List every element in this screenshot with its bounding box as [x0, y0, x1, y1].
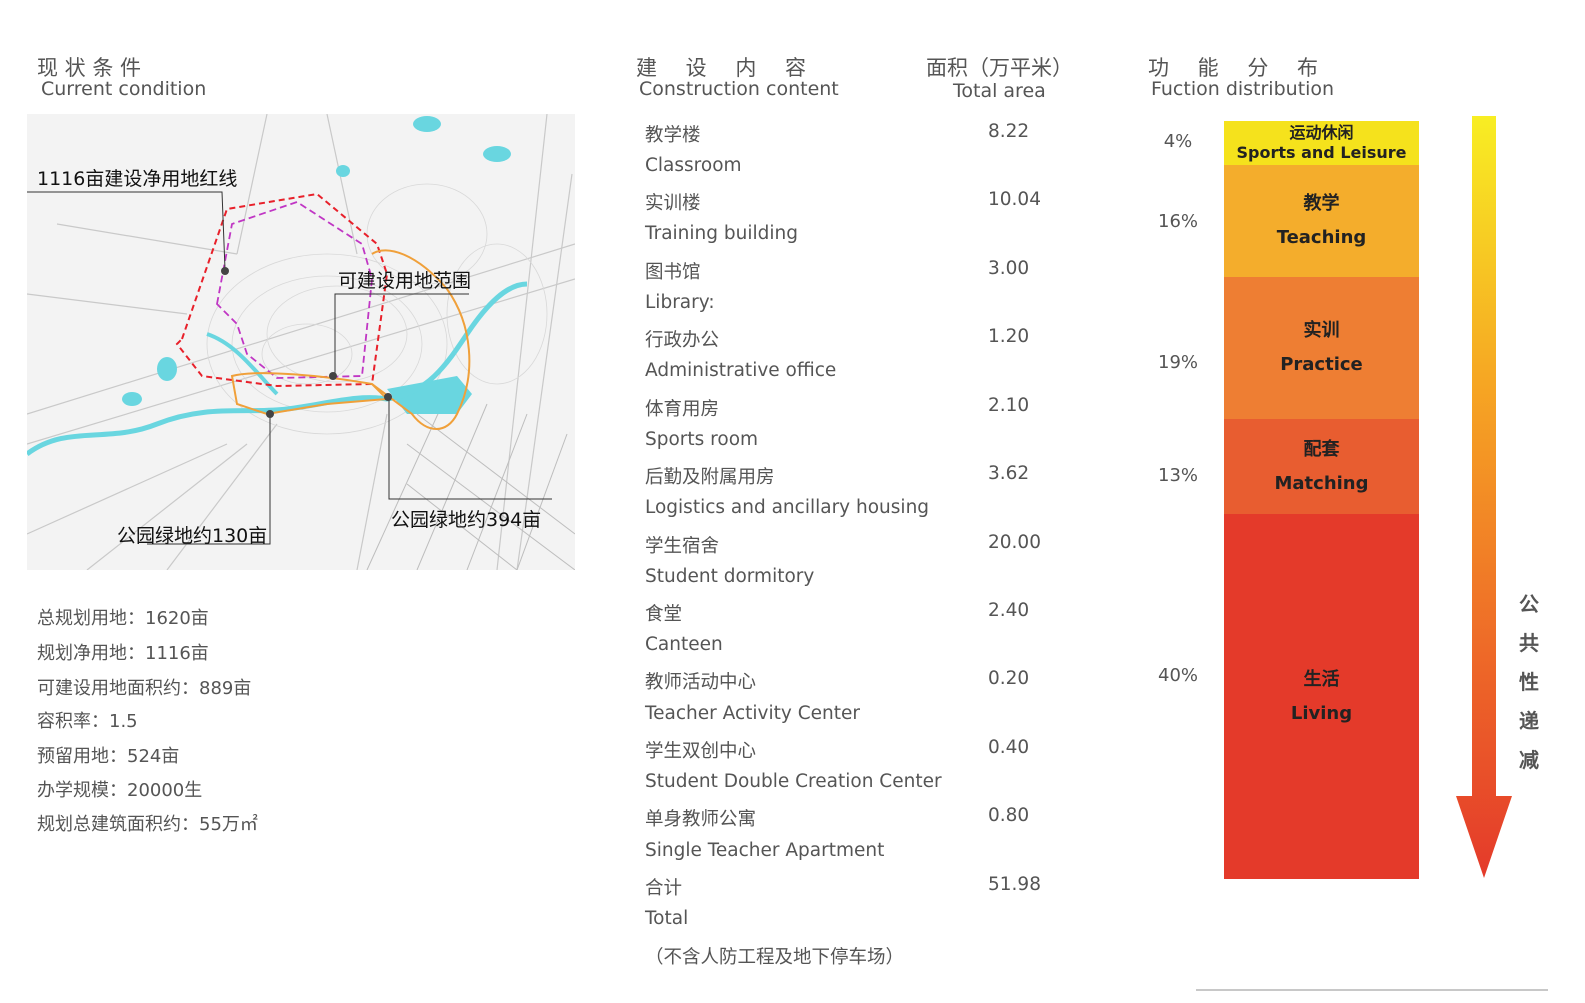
row-value: 8.22	[988, 121, 1030, 142]
row-cn: 教学楼	[645, 125, 701, 146]
row-cn: 图书馆	[645, 262, 701, 283]
arrow-label-char: 减	[1519, 748, 1539, 772]
current-title-cn: 现 状 条 件	[37, 56, 142, 80]
pct-practice: 19%	[1158, 352, 1199, 373]
row-en: Logistics and ancillary housing	[645, 497, 930, 518]
arrow-label: 公 共 性 递 减	[1518, 585, 1540, 780]
segment-en: Teaching	[1276, 227, 1367, 248]
pct-matching: 13%	[1158, 465, 1199, 486]
row-cn: 体育用房	[645, 399, 720, 420]
row-value: 0.20	[988, 668, 1030, 689]
arrow-label-char: 公	[1519, 592, 1539, 616]
row-en: Canteen	[645, 634, 723, 655]
area-title-cn: 面积（万平米）	[926, 56, 1073, 80]
function-title-en: Fuction distribution	[1151, 78, 1335, 100]
row-cn: 食堂	[645, 604, 683, 625]
row-value: 2.40	[988, 600, 1030, 621]
row-cn-total: 合计	[645, 878, 683, 899]
segment-en: Practice	[1280, 354, 1363, 375]
segment-cn: 生活	[1303, 668, 1340, 690]
function-title-cn: 功 能 分 布	[1148, 56, 1319, 80]
map-label-park-394: 公园绿地约394亩	[391, 509, 542, 531]
row-cn: 后勤及附属用房	[645, 467, 775, 488]
area-title-en: Total area	[953, 80, 1046, 102]
segment-cn: 配套	[1303, 438, 1340, 460]
arrow-label-char: 共	[1519, 631, 1539, 655]
bottom-divider	[1196, 989, 1548, 991]
stat-plot-ratio: 容积率：1.5	[37, 711, 138, 732]
construction-note: （不含人防工程及地下停车场）	[645, 947, 905, 968]
current-title-en: Current condition	[41, 78, 207, 100]
row-cn: 单身教师公寓	[645, 809, 757, 830]
down-arrow-icon	[1456, 116, 1512, 878]
row-value: 20.00	[988, 532, 1041, 553]
row-cn: 学生宿舍	[645, 536, 720, 557]
row-en: Training building	[645, 223, 798, 244]
pct-teaching: 16%	[1158, 211, 1199, 232]
site-plan-drawing	[27, 114, 575, 570]
row-value: 0.80	[988, 805, 1030, 826]
stat-total-floor-area: 规划总建筑面积约：55万㎡	[37, 814, 258, 835]
row-value: 1.20	[988, 326, 1030, 347]
stat-reserved-land: 预留用地：524亩	[37, 746, 180, 767]
row-cn: 实训楼	[645, 193, 701, 214]
row-value-total: 51.98	[988, 874, 1041, 895]
segment-living: 生活 Living	[1224, 514, 1419, 879]
row-en: Administrative office	[645, 360, 837, 381]
arrow-label-char: 递	[1519, 709, 1539, 733]
stat-buildable-area: 可建设用地面积约：889亩	[37, 678, 252, 699]
segment-teaching: 教学 Teaching	[1224, 165, 1419, 277]
segment-cn: 实训	[1303, 320, 1340, 341]
map-label-park-130: 公园绿地约130亩	[117, 525, 268, 547]
construction-title-cn: 建 设 内 容	[636, 56, 807, 80]
row-en-total: Total	[645, 908, 689, 929]
stat-net-land: 规划净用地：1116亩	[37, 643, 209, 664]
segment-en: Sports and Leisure	[1236, 143, 1407, 162]
segment-en: Living	[1290, 702, 1353, 724]
construction-title-en: Construction content	[639, 78, 839, 100]
segment-practice: 实训 Practice	[1224, 277, 1419, 419]
row-cn: 行政办公	[645, 330, 720, 351]
row-en: Student dormitory	[645, 566, 815, 587]
segment-cn: 运动休闲	[1289, 123, 1354, 142]
row-value: 2.10	[988, 395, 1030, 416]
segment-sports-leisure: 运动休闲 Sports and Leisure	[1224, 121, 1419, 165]
row-en: Classroom	[645, 155, 742, 176]
row-en: Library:	[645, 292, 715, 313]
segment-en: Matching	[1274, 472, 1369, 494]
arrow-label-char: 性	[1519, 670, 1539, 694]
row-value: 3.62	[988, 463, 1030, 484]
row-cn: 教师活动中心	[645, 672, 757, 693]
pct-living: 40%	[1158, 665, 1199, 686]
row-value: 0.40	[988, 737, 1030, 758]
row-value: 10.04	[988, 189, 1041, 210]
site-plan-map	[27, 114, 575, 570]
row-en: Teacher Activity Center	[645, 703, 860, 724]
segment-cn: 教学	[1303, 193, 1340, 214]
map-label-net-land: 1116亩建设净用地红线	[37, 168, 238, 190]
row-en: Student Double Creation Center	[645, 771, 942, 792]
segment-matching: 配套 Matching	[1224, 419, 1419, 514]
stat-total-land: 总规划用地：1620亩	[37, 608, 209, 629]
row-value: 3.00	[988, 258, 1030, 279]
pct-sports: 4%	[1163, 131, 1193, 152]
stat-school-scale: 办学规模：20000生	[37, 780, 203, 801]
row-en: Single Teacher Apartment	[645, 840, 885, 861]
row-en: Sports room	[645, 429, 759, 450]
map-label-buildable: 可建设用地范围	[338, 270, 472, 292]
row-cn: 学生双创中心	[645, 741, 757, 762]
